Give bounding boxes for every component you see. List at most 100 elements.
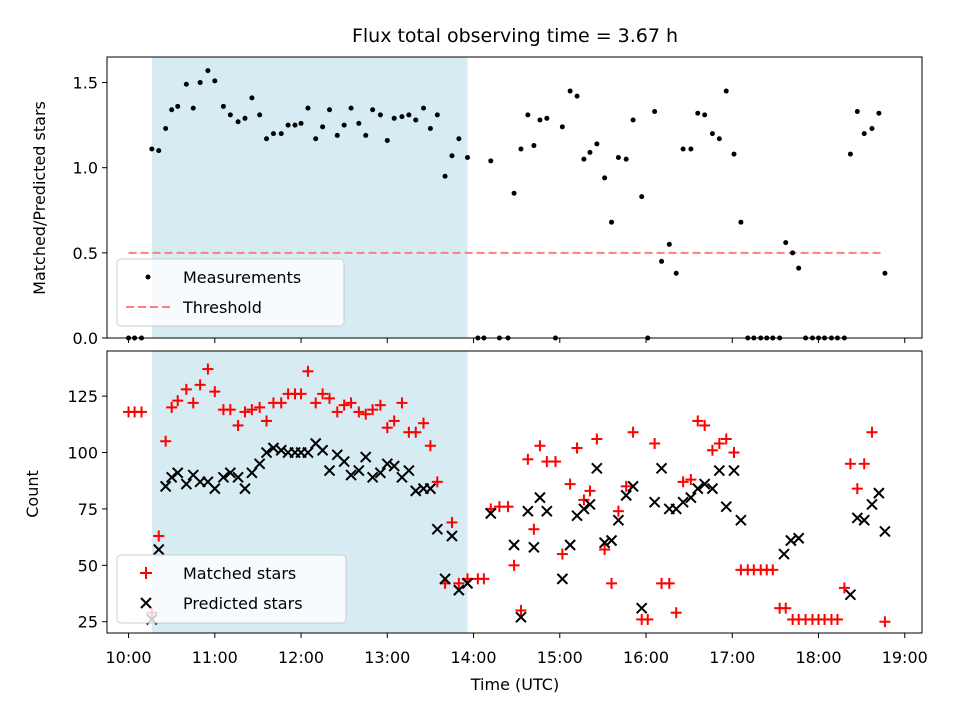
measurement-point xyxy=(702,112,708,118)
measurement-point xyxy=(623,156,629,162)
measurement-point xyxy=(652,108,658,114)
predicted-star-point xyxy=(844,588,857,601)
predicted-star-point xyxy=(232,471,244,484)
top-legend-box xyxy=(116,258,345,327)
measurement-point xyxy=(413,117,419,123)
predicted-star-point xyxy=(706,482,719,495)
predicted-star-point xyxy=(323,464,336,477)
predicted-star-point xyxy=(728,464,740,477)
matched-star-point xyxy=(627,426,639,438)
measurement-point xyxy=(854,108,860,114)
measurement-point xyxy=(384,137,390,143)
measurement-point xyxy=(406,112,412,118)
predicted-star-point xyxy=(627,480,639,493)
predicted-star-point xyxy=(239,482,251,495)
measurement-point xyxy=(464,154,470,160)
predicted-star-point xyxy=(677,496,689,508)
matched-star-point xyxy=(202,363,214,375)
measurement-point xyxy=(205,68,211,74)
measurement-point xyxy=(149,146,155,152)
predicted-star-point xyxy=(735,514,747,526)
measurements-series xyxy=(126,68,888,341)
measurement-point xyxy=(567,88,573,94)
matched-star-point xyxy=(317,388,329,400)
top-y-tick-label: 1.5 xyxy=(73,74,98,93)
measurement-point xyxy=(680,146,686,152)
measurement-point xyxy=(688,146,694,152)
measurement-point xyxy=(183,81,189,87)
measurement-point xyxy=(709,131,715,137)
measurement-point xyxy=(630,117,636,123)
predicted-star-point xyxy=(453,584,465,596)
x-tick-label: 10:00 xyxy=(106,648,152,667)
measurement-point xyxy=(334,132,340,138)
legend-threshold-label: Threshold xyxy=(182,298,262,317)
measurement-point xyxy=(442,173,448,179)
predicted-star-point xyxy=(260,446,273,459)
predicted-star-point xyxy=(431,523,444,535)
predicted-star-point xyxy=(224,467,237,479)
predicted-star-point xyxy=(153,543,165,556)
predicted-star-point xyxy=(685,491,697,504)
matched-star-point xyxy=(556,548,568,560)
matched-star-point xyxy=(160,435,172,447)
matched-star-point xyxy=(374,399,386,411)
predicted-star-point xyxy=(792,532,805,544)
x-tick-label: 11:00 xyxy=(192,648,238,667)
measurement-point xyxy=(615,154,621,160)
measurement-point xyxy=(341,122,347,128)
top-legend: Measurements Threshold xyxy=(116,258,345,327)
predicted-star-point xyxy=(275,444,287,456)
predicted-star-point xyxy=(253,458,266,470)
measurement-point xyxy=(456,136,462,142)
matched-star-point xyxy=(649,437,661,449)
measurement-point xyxy=(518,146,524,152)
measurement-point xyxy=(220,103,226,109)
matched-star-point xyxy=(246,404,258,416)
measurement-point xyxy=(212,78,218,84)
legend-matched-label: Matched stars xyxy=(183,564,296,583)
matched-star-point xyxy=(331,406,343,418)
matched-star-point xyxy=(534,440,546,452)
x-tick-label: 12:00 xyxy=(278,648,324,667)
matched-star-point xyxy=(584,485,596,497)
predicted-star-point xyxy=(388,460,400,472)
measurement-point xyxy=(587,149,593,155)
matched-star-point xyxy=(194,379,206,391)
measurement-point xyxy=(169,107,175,113)
predicted-star-point xyxy=(338,455,350,468)
legend-measurements-label: Measurements xyxy=(183,268,301,287)
predicted-star-point xyxy=(648,496,661,508)
top-y-axis-label: Matched/Predicted stars xyxy=(30,101,49,295)
predicted-star-point xyxy=(345,469,357,481)
measurement-point xyxy=(783,240,789,246)
measurement-point xyxy=(427,126,433,132)
predicted-star-point xyxy=(267,442,280,454)
matched-star-point xyxy=(522,453,534,465)
matched-star-point xyxy=(578,494,590,506)
matched-star-point xyxy=(446,516,458,528)
measurement-point xyxy=(581,156,587,162)
measurement-point xyxy=(525,112,531,118)
measurement-point xyxy=(659,258,665,264)
matched-star-point xyxy=(166,401,178,413)
measurement-point xyxy=(399,114,405,120)
predicted-star-point xyxy=(403,464,415,477)
measurement-point xyxy=(847,151,853,157)
predicted-star-point xyxy=(591,462,603,475)
top-x-ticks xyxy=(128,338,906,343)
measurement-point xyxy=(156,148,162,154)
measurement-point xyxy=(796,265,802,271)
matched-star-point xyxy=(254,401,266,413)
predicted-star-point xyxy=(217,471,230,484)
matched-star-point xyxy=(858,458,870,470)
measurement-point xyxy=(264,136,270,142)
measurement-point xyxy=(327,107,333,113)
measurement-point xyxy=(377,112,383,118)
predicted-star-point xyxy=(564,539,576,551)
x-tick-label: 15:00 xyxy=(537,648,583,667)
predicted-star-point xyxy=(720,500,732,513)
measurement-point xyxy=(876,110,882,116)
measurement-point xyxy=(861,131,867,137)
top-panel: 0.0 0.5 1.0 1.5 Matched/Predicted stars Mea… xyxy=(30,56,923,348)
